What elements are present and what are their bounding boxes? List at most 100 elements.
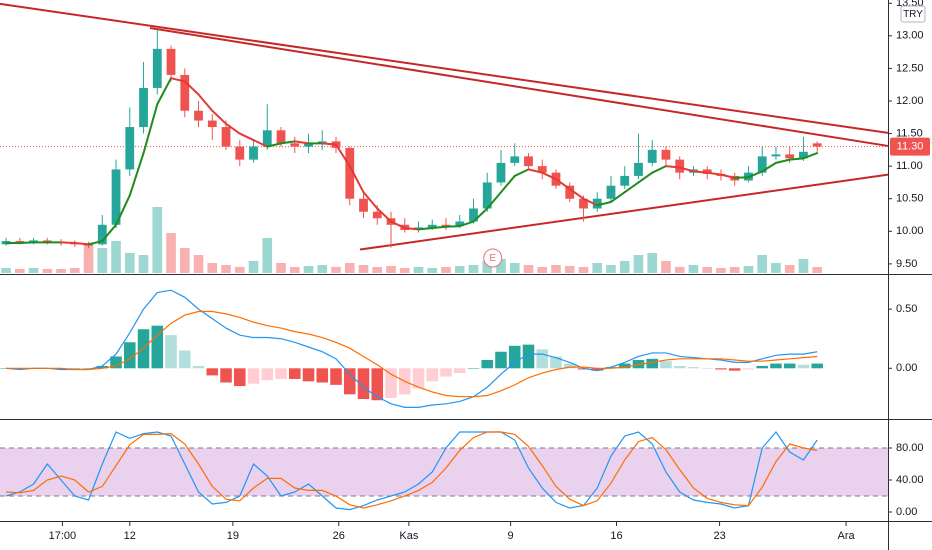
histogram-bar xyxy=(797,364,810,369)
histogram-bar xyxy=(343,368,356,395)
candle-body xyxy=(125,127,135,170)
volume-bar xyxy=(221,265,231,273)
volume-bar xyxy=(262,238,273,273)
volume-bar xyxy=(179,248,190,273)
trend-line xyxy=(0,2,889,134)
y-tick-label: 40.00 xyxy=(896,474,924,486)
histogram-bar xyxy=(316,368,329,383)
moving-average xyxy=(225,122,241,135)
histogram-bar xyxy=(811,363,823,369)
candle-body xyxy=(455,221,465,227)
event-marker xyxy=(483,248,503,268)
histogram-bar xyxy=(522,344,535,369)
y-tick-label: 0.00 xyxy=(896,362,917,374)
histogram-bar xyxy=(82,368,95,369)
histogram-bar xyxy=(206,368,219,376)
histogram-bar xyxy=(701,368,713,369)
histogram-bar xyxy=(247,368,260,384)
histogram-bar xyxy=(261,368,274,381)
histogram-bar xyxy=(453,368,466,374)
signal-line xyxy=(6,310,818,398)
volume-bar xyxy=(509,263,520,273)
histogram-bar xyxy=(536,349,549,369)
moving-average xyxy=(444,225,461,228)
histogram-bar xyxy=(673,365,686,369)
currency-box[interactable] xyxy=(900,5,926,23)
volume-bar xyxy=(606,265,616,273)
moving-average xyxy=(651,165,667,174)
candle-body xyxy=(276,130,286,144)
volume-bar xyxy=(386,266,396,273)
y-tick-label: 0.00 xyxy=(896,506,917,518)
volume-bar xyxy=(468,265,479,273)
y-tick-label: 12.00 xyxy=(896,95,924,107)
volume-bar xyxy=(248,261,259,273)
volume-bar xyxy=(124,253,135,273)
candle-body xyxy=(799,151,808,159)
candle-body xyxy=(592,198,602,209)
moving-average xyxy=(183,80,200,96)
candle-body xyxy=(139,87,148,128)
histogram-bar xyxy=(179,350,191,369)
moving-average xyxy=(692,170,709,174)
histogram-bar xyxy=(687,367,700,369)
volume-bar xyxy=(14,269,25,273)
volume-bar xyxy=(69,268,80,273)
moving-average xyxy=(60,241,76,245)
x-tick-label: Kas xyxy=(399,530,418,542)
candle-body xyxy=(249,146,258,160)
volume-bar xyxy=(303,266,314,273)
x-tick-label: 16 xyxy=(610,530,622,542)
candle-body xyxy=(207,120,217,128)
moving-average xyxy=(678,166,695,173)
candle-body xyxy=(235,146,245,160)
moving-average xyxy=(293,140,310,145)
volume-bar xyxy=(578,267,589,273)
y-tick-label: 12.50 xyxy=(896,62,924,74)
histogram-bar xyxy=(646,358,658,369)
moving-average xyxy=(87,240,104,246)
candle-body xyxy=(537,166,547,173)
candle-body xyxy=(372,211,382,219)
candle-body xyxy=(661,149,671,160)
volume-bar xyxy=(729,267,740,273)
histogram-bar xyxy=(192,365,205,369)
currency-label: TRY xyxy=(903,9,923,20)
volume-bar xyxy=(537,267,548,273)
histogram-bar xyxy=(618,363,631,369)
volume-bar xyxy=(647,253,658,273)
volume-bar xyxy=(427,268,438,273)
candle-body xyxy=(524,156,533,167)
histogram-bar xyxy=(288,368,301,379)
candle-body xyxy=(180,74,190,111)
candle-body xyxy=(510,156,520,163)
histogram-bar xyxy=(371,368,384,401)
moving-average xyxy=(664,165,681,169)
moving-average xyxy=(609,191,626,203)
candle-body xyxy=(482,182,492,209)
histogram-bar xyxy=(481,360,494,369)
histogram-bar xyxy=(275,368,287,379)
histogram-bar xyxy=(591,368,603,371)
moving-average xyxy=(774,158,791,164)
candle-body xyxy=(304,143,313,147)
volume-bar xyxy=(138,255,149,273)
moving-average xyxy=(403,227,420,231)
moving-average xyxy=(115,194,131,226)
histogram-bar xyxy=(357,368,370,400)
volume-bar xyxy=(454,266,465,273)
moving-average xyxy=(252,139,269,148)
volume-bar xyxy=(234,267,245,273)
candle-body xyxy=(15,241,25,243)
volume-bar xyxy=(152,207,163,273)
histogram-bar xyxy=(440,368,452,377)
moving-average xyxy=(802,152,819,160)
last-price-box xyxy=(890,137,930,156)
volume-bar xyxy=(743,266,754,273)
moving-average xyxy=(596,200,612,207)
candle-body xyxy=(152,48,162,88)
histogram-bar xyxy=(151,325,164,369)
event-label: E xyxy=(489,253,496,264)
moving-average xyxy=(156,77,173,106)
moving-average xyxy=(472,207,489,223)
